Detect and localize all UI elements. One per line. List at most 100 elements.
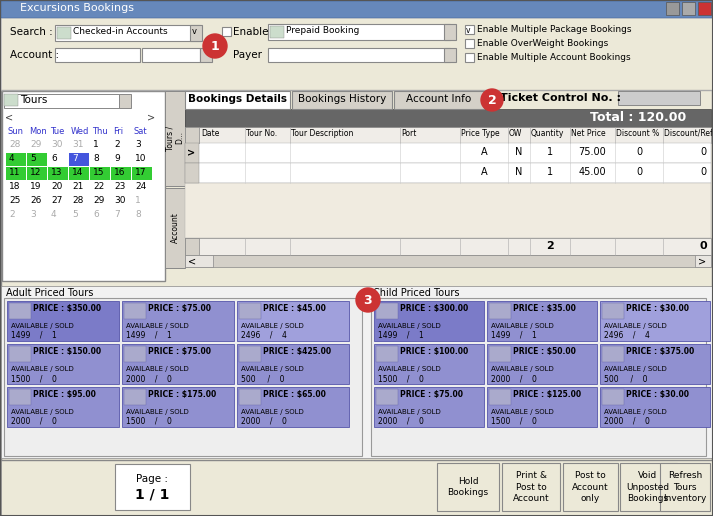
Bar (55, 25, 200, 41)
Text: Hold
Bookings: Hold Bookings (448, 477, 488, 497)
Bar (660, 463, 710, 511)
Text: PRICE : $350.00: PRICE : $350.00 (33, 304, 101, 313)
Text: 20: 20 (51, 182, 62, 191)
Bar (600, 344, 710, 384)
Text: 2: 2 (488, 93, 496, 106)
Text: 19: 19 (30, 182, 41, 191)
Text: Price Type: Price Type (461, 129, 500, 138)
Bar (132, 167, 152, 180)
Text: PRICE : $75.00: PRICE : $75.00 (400, 390, 463, 399)
Bar (122, 344, 234, 384)
Text: Ticket Control No. :: Ticket Control No. : (500, 93, 621, 103)
Text: Account: Account (170, 213, 180, 244)
Text: Account :: Account : (10, 50, 59, 60)
Bar (563, 463, 618, 511)
Bar (185, 143, 711, 163)
Text: 11: 11 (9, 168, 21, 177)
Text: AVAILABLE / SOLD: AVAILABLE / SOLD (491, 323, 554, 329)
Text: PRICE : $375.00: PRICE : $375.00 (626, 347, 694, 356)
Bar (6, 153, 26, 166)
Text: 2496    /    4: 2496 / 4 (241, 331, 287, 340)
Bar (115, 464, 190, 510)
Text: 0: 0 (700, 147, 706, 157)
Text: 12: 12 (30, 168, 41, 177)
Text: Post to
Account
only: Post to Account only (572, 471, 608, 503)
Text: Net Price: Net Price (571, 129, 605, 138)
Bar (268, 48, 450, 62)
Text: PRICE : $75.00: PRICE : $75.00 (148, 304, 211, 313)
Text: >: > (187, 148, 195, 158)
Bar (602, 389, 624, 405)
Bar (69, 153, 89, 166)
Text: 27: 27 (51, 196, 62, 205)
Text: 2: 2 (9, 210, 15, 219)
Bar (268, 24, 450, 40)
Bar (7, 387, 119, 427)
Text: 2000    /    0: 2000 / 0 (491, 374, 537, 383)
Text: Tue: Tue (50, 127, 64, 136)
Bar (374, 387, 484, 427)
Text: AVAILABLE / SOLD: AVAILABLE / SOLD (604, 323, 667, 329)
Bar (7, 344, 119, 384)
Text: PRICE : $45.00: PRICE : $45.00 (263, 304, 326, 313)
Circle shape (481, 89, 503, 111)
Text: AVAILABLE / SOLD: AVAILABLE / SOLD (126, 323, 189, 329)
Text: Enable Multiple Account Bookings: Enable Multiple Account Bookings (477, 53, 630, 62)
Bar (394, 91, 484, 109)
Text: PRICE : $65.00: PRICE : $65.00 (263, 390, 326, 399)
Bar (682, 2, 695, 15)
Text: AVAILABLE / SOLD: AVAILABLE / SOLD (378, 323, 441, 329)
Bar (185, 143, 199, 163)
Text: 9: 9 (114, 154, 120, 163)
Bar (0, 0, 713, 18)
Bar (142, 48, 200, 62)
Bar (185, 183, 711, 238)
Text: AVAILABLE / SOLD: AVAILABLE / SOLD (491, 366, 554, 372)
Text: Print &
Post to
Account: Print & Post to Account (513, 471, 549, 503)
Text: PRICE : $50.00: PRICE : $50.00 (513, 347, 576, 356)
Text: Child Priced Tours: Child Priced Tours (373, 288, 459, 298)
Bar (165, 188, 185, 268)
Text: 0: 0 (699, 241, 707, 251)
Bar (695, 255, 711, 267)
Bar (270, 26, 284, 38)
Bar (376, 303, 398, 319)
Text: AVAILABLE / SOLD: AVAILABLE / SOLD (11, 409, 73, 415)
Text: 2: 2 (114, 140, 120, 149)
Text: 1: 1 (135, 196, 140, 205)
Text: Tour Description: Tour Description (291, 129, 354, 138)
Text: Discount %: Discount % (616, 129, 660, 138)
Text: AVAILABLE / SOLD: AVAILABLE / SOLD (604, 366, 667, 372)
Text: 13: 13 (51, 168, 63, 177)
Text: Enable OverWeight Bookings: Enable OverWeight Bookings (477, 39, 608, 48)
Text: PRICE : $30.00: PRICE : $30.00 (626, 390, 689, 399)
Circle shape (356, 288, 380, 312)
Text: 29: 29 (30, 140, 41, 149)
Bar (48, 167, 68, 180)
Text: 26: 26 (30, 196, 41, 205)
Circle shape (203, 34, 227, 58)
Text: 23: 23 (114, 182, 125, 191)
Bar (371, 298, 706, 456)
Bar (239, 389, 261, 405)
Text: 1499    /    1: 1499 / 1 (378, 331, 424, 340)
Text: 29: 29 (93, 196, 104, 205)
Text: AVAILABLE / SOLD: AVAILABLE / SOLD (126, 409, 189, 415)
Text: AVAILABLE / SOLD: AVAILABLE / SOLD (491, 409, 554, 415)
Text: <: < (188, 256, 196, 266)
Bar (185, 255, 213, 267)
Text: Quantity: Quantity (531, 129, 565, 138)
Bar (27, 167, 47, 180)
Text: AVAILABLE / SOLD: AVAILABLE / SOLD (241, 409, 304, 415)
Text: OW: OW (509, 129, 523, 138)
Text: 21: 21 (72, 182, 83, 191)
Bar (489, 389, 511, 405)
Bar (487, 344, 597, 384)
Text: 1: 1 (93, 140, 98, 149)
Bar (698, 2, 711, 15)
Bar (292, 91, 392, 109)
Text: v: v (466, 26, 471, 35)
Bar (185, 238, 199, 255)
Text: Prepaid Booking: Prepaid Booking (286, 26, 359, 35)
Text: AVAILABLE / SOLD: AVAILABLE / SOLD (241, 366, 304, 372)
